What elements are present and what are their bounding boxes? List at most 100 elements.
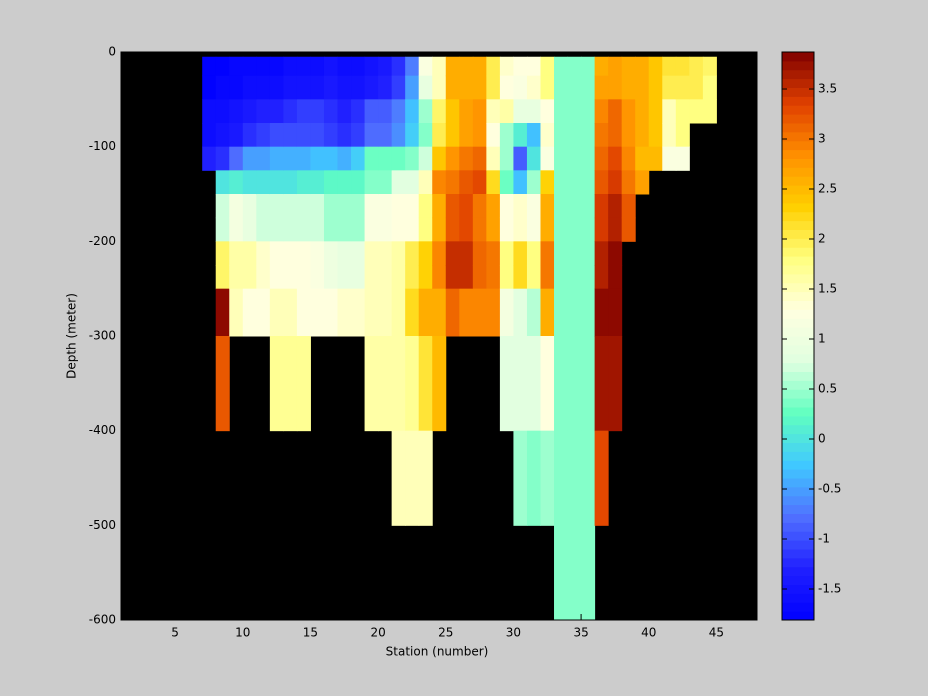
heat-cell xyxy=(418,265,433,290)
heat-cell xyxy=(202,99,217,124)
heat-cell xyxy=(540,56,555,77)
heat-cell xyxy=(215,265,230,290)
colorbar-segment xyxy=(782,415,814,426)
heat-cell xyxy=(608,265,623,290)
heat-cell xyxy=(689,99,704,124)
heat-cell xyxy=(405,430,420,526)
colorbar-segment xyxy=(782,398,814,408)
heat-cell xyxy=(283,56,298,77)
heat-cell xyxy=(242,56,257,77)
heat-cell xyxy=(242,170,257,195)
heat-cell xyxy=(418,75,433,100)
heat-cell xyxy=(675,56,690,77)
heat-cell xyxy=(432,56,447,77)
heat-cell xyxy=(432,75,447,100)
heat-cell xyxy=(351,217,366,242)
heat-cell xyxy=(594,170,609,195)
heat-cell xyxy=(215,288,230,337)
heat-cell xyxy=(432,288,447,337)
heat-cell xyxy=(621,194,636,219)
heat-cell xyxy=(499,99,514,124)
heat-cell xyxy=(526,99,541,124)
heat-cell xyxy=(540,336,555,432)
heat-cell xyxy=(513,170,528,195)
heat-cell xyxy=(215,217,230,242)
heat-cell xyxy=(486,194,501,219)
heat-cell xyxy=(513,288,528,337)
heat-cell xyxy=(269,123,284,148)
x-tick-label: 25 xyxy=(438,626,453,640)
heat-cell xyxy=(486,75,501,100)
heat-cell xyxy=(229,217,244,242)
heat-cell xyxy=(269,99,284,124)
heat-cell xyxy=(499,265,514,290)
heat-cell xyxy=(662,146,677,171)
colorbar-segment xyxy=(782,593,814,603)
colorbar-segment xyxy=(782,78,814,88)
x-tick-label: 20 xyxy=(370,626,385,640)
heat-cell xyxy=(215,99,230,124)
heat-cell xyxy=(364,336,379,432)
heat-cell xyxy=(702,56,717,77)
x-tick-label: 35 xyxy=(573,626,588,640)
heat-cell xyxy=(378,56,393,77)
heat-cell xyxy=(554,146,569,171)
heat-cell xyxy=(242,288,257,337)
heat-cell xyxy=(459,146,474,171)
heat-cell xyxy=(499,123,514,148)
colorbar-segment xyxy=(782,318,814,328)
heat-cell xyxy=(256,288,271,337)
colorbar-tick-label: 3.5 xyxy=(818,82,837,96)
heat-cell xyxy=(526,56,541,77)
heat-cell xyxy=(486,146,501,171)
heat-cell xyxy=(554,288,569,337)
heat-cell xyxy=(621,170,636,195)
heat-cell xyxy=(459,241,474,266)
heat-cell xyxy=(378,146,393,171)
heat-cell xyxy=(242,99,257,124)
heat-cell xyxy=(310,265,325,290)
heat-cell xyxy=(567,146,582,171)
heat-cell xyxy=(202,56,217,77)
heat-cell xyxy=(269,56,284,77)
heat-cell xyxy=(310,75,325,100)
heat-cell xyxy=(256,56,271,77)
heat-cell xyxy=(445,170,460,195)
heat-cell xyxy=(567,288,582,337)
heat-cell xyxy=(621,146,636,171)
heat-cell xyxy=(229,288,244,337)
heat-cell xyxy=(513,146,528,171)
heat-cell xyxy=(364,99,379,124)
colorbar-segment xyxy=(782,167,814,177)
heat-cell xyxy=(283,99,298,124)
heat-cell xyxy=(554,75,569,100)
colorbar-segment xyxy=(782,611,814,621)
heat-cell xyxy=(513,99,528,124)
heat-cell xyxy=(256,217,271,242)
heat-cell xyxy=(554,123,569,148)
heat-cell xyxy=(581,99,596,124)
heat-cell xyxy=(635,56,650,77)
heat-cell xyxy=(378,217,393,242)
heat-cell xyxy=(364,265,379,290)
plot-frame xyxy=(120,51,758,621)
heat-cell xyxy=(296,194,311,219)
heat-cell xyxy=(540,170,555,195)
heat-cell xyxy=(472,217,487,242)
heat-cell xyxy=(310,241,325,266)
heat-cell xyxy=(418,194,433,219)
x-axis-label: Station (number) xyxy=(386,645,489,659)
heat-cell xyxy=(337,75,352,100)
heat-cell xyxy=(648,123,663,148)
heat-cell xyxy=(432,194,447,219)
heat-cell xyxy=(432,170,447,195)
heat-cell xyxy=(256,146,271,171)
heat-cell xyxy=(675,99,690,124)
heat-cell xyxy=(554,99,569,124)
heat-cell xyxy=(269,217,284,242)
heat-cell xyxy=(378,241,393,266)
heat-cell xyxy=(567,56,582,77)
heat-cell xyxy=(540,241,555,266)
heat-cell xyxy=(472,146,487,171)
heat-cell xyxy=(702,75,717,100)
